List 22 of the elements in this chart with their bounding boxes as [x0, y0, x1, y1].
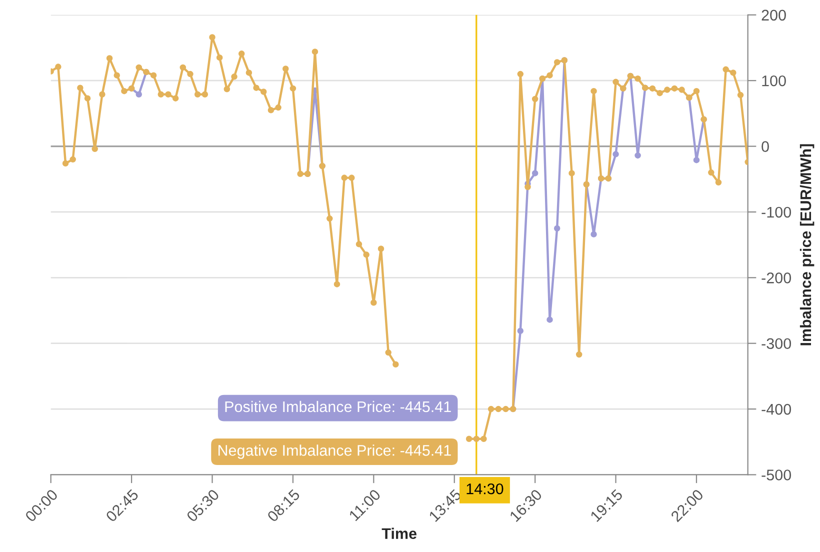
- point: [554, 225, 560, 232]
- y-axis-title: Imbalance price [EUR/MWh]: [800, 144, 814, 346]
- y-tick-label: -300: [762, 338, 792, 350]
- point: [634, 152, 641, 159]
- point: [136, 91, 142, 98]
- y-tick-label: -200: [762, 272, 792, 284]
- annotation: Negative Imbalance Price: -445.41: [218, 444, 451, 459]
- point: [590, 231, 597, 238]
- y-tick-label: -400: [762, 404, 792, 415]
- annotation: Positive Imbalance Price: -445.41: [225, 400, 451, 412]
- point: [517, 328, 524, 334]
- ref-line-label: 14:30: [466, 483, 504, 494]
- point: [532, 170, 538, 176]
- y-tick-label: 100: [762, 75, 786, 86]
- x-axis-title: Time: [382, 528, 417, 540]
- point: [693, 156, 700, 164]
- y-tick-label: -100: [762, 206, 792, 218]
- point: [546, 316, 553, 323]
- y-tick-label: 200: [762, 10, 786, 21]
- y-tick-label: 0: [762, 141, 769, 152]
- y-tick-label: -500: [762, 470, 792, 480]
- point: [612, 151, 619, 158]
